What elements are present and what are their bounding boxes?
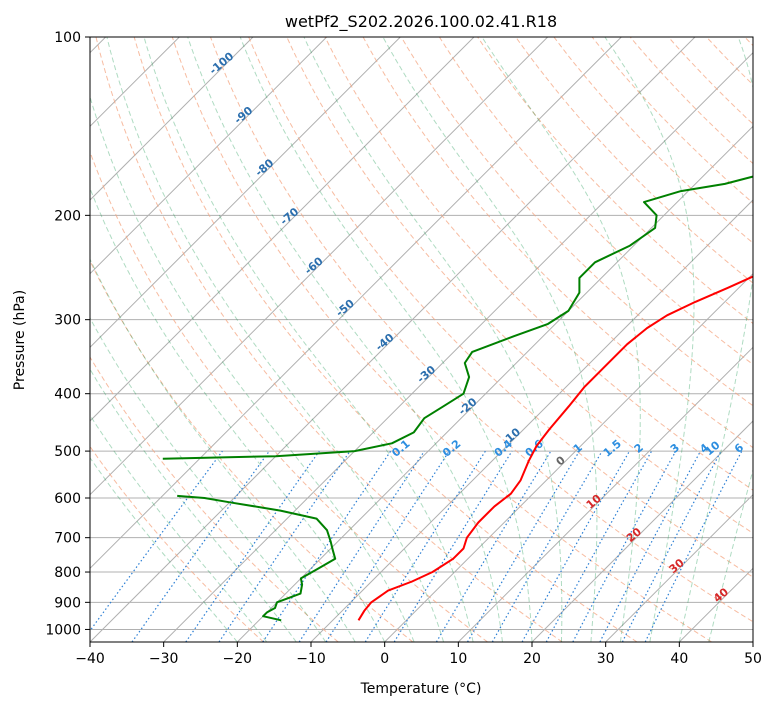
dry-adiabat-line: [591, 37, 753, 204]
moist-adiabat-line: [90, 316, 327, 642]
isotherm-line: [236, 125, 753, 642]
dry-adiabat-line: [553, 37, 753, 244]
mixing-ratio-line: [325, 450, 450, 642]
dry-adiabat-line: [210, 37, 753, 623]
mixing-ratio-line: [298, 450, 425, 642]
dry-adiabat-line: [438, 37, 753, 365]
plot-frame: [89, 36, 754, 643]
isotherm-line: [90, 37, 696, 642]
y-tick-label: 700: [54, 531, 81, 547]
moist-adiabat-line: [239, 37, 533, 642]
mixing-ratio-line: [545, 450, 653, 642]
isotherm-line: [90, 37, 401, 349]
dewpoint-profile-line: [162, 175, 753, 460]
x-tick-label: 20: [523, 651, 541, 667]
y-tick-label: 800: [54, 565, 81, 581]
background-lines: [90, 37, 753, 642]
moist-adiabat-line: [90, 257, 356, 642]
x-tick-label: 30: [597, 651, 615, 667]
mixing-ratio-line: [262, 450, 392, 642]
dry-adiabat-line: [477, 37, 753, 325]
moist-adiabat-line: [143, 37, 474, 642]
plot-background: [90, 37, 753, 642]
x-tick-label: −10: [296, 651, 326, 667]
temperature-profile-line: [357, 275, 753, 621]
x-tick-label: 50: [744, 651, 762, 667]
y-tick-label: 200: [54, 208, 81, 224]
x-tick-label: 40: [670, 651, 688, 667]
isotherm-line: [457, 346, 753, 642]
y-tick-label: 900: [54, 595, 81, 611]
moist-adiabat-line: [90, 187, 386, 642]
moist-adiabat-line: [303, 37, 563, 642]
y-tick-label: 100: [54, 30, 81, 46]
moist-adiabat-line: [90, 456, 238, 642]
dry-adiabat-line: [400, 37, 753, 407]
mixing-ratio-line: [521, 450, 631, 642]
moist-adiabat-line: [106, 37, 445, 642]
isotherm-line: [163, 51, 753, 642]
y-tick-label: 1000: [45, 622, 81, 638]
isotherm-line: [90, 37, 622, 570]
dry-adiabat-line: [362, 37, 753, 449]
moist-adiabat-line: [90, 368, 297, 642]
dry-adiabat-line: [90, 150, 488, 642]
x-axis-ticks: −40 −30 −20 −10 0 10 20 30 40 50: [75, 642, 762, 667]
mixing-ratio-label: 8: [756, 441, 770, 456]
isotherm-line: [752, 641, 753, 642]
axes-frame: [89, 36, 754, 643]
dry-adiabat-line: [248, 37, 753, 578]
dry-adiabat-line: [90, 259, 414, 642]
x-axis-label: Temperature (°C): [360, 681, 482, 697]
moist-adiabat-line: [708, 468, 753, 642]
dewpoint-profile-line: [177, 494, 337, 622]
isotherm-line: [90, 37, 328, 275]
plot-area: [90, 37, 753, 642]
moist-adiabat-line: [604, 37, 695, 642]
isotherm-line: [90, 37, 549, 496]
x-tick-label: −40: [75, 651, 105, 667]
dry-adiabat-line: [324, 37, 753, 491]
x-tick-label: −30: [149, 651, 179, 667]
moist-adiabat-line: [90, 414, 268, 642]
x-tick-label: −20: [223, 651, 253, 667]
dry-adiabat-line: [133, 37, 638, 642]
mixing-ratio-line: [90, 450, 223, 632]
x-tick-label: 0: [380, 651, 389, 667]
mixing-ratio-line: [572, 450, 677, 642]
moist-adiabat-line: [187, 37, 503, 642]
y-tick-label: 400: [54, 387, 81, 403]
mixing-ratio-line: [218, 450, 351, 642]
isotherm-line: [90, 37, 254, 201]
chart-title: wetPf2_S202.2026.100.02.41.R18: [285, 12, 557, 32]
isotherm-line: [90, 37, 475, 422]
y-axis-label: Pressure (hPa): [12, 290, 28, 390]
isotherm-line: [384, 272, 753, 642]
profile-series: [162, 175, 753, 622]
mixing-ratio-line: [185, 450, 320, 642]
isotherm-line: [605, 493, 753, 642]
y-axis-ticks: 100 200 300 400 500 600 700 800 900 1000: [45, 30, 90, 638]
y-tick-label: 600: [54, 491, 81, 507]
dry-adiabat-line: [95, 37, 563, 642]
mixing-ratio-line: [644, 450, 743, 642]
y-tick-label: 300: [54, 313, 81, 329]
isotherm-line: [531, 420, 753, 642]
dry-adiabat-line: [90, 356, 339, 642]
moist-adiabat-line: [382, 37, 598, 642]
moist-adiabat-line: [90, 95, 415, 642]
mixing-ratio-line: [131, 450, 270, 642]
dry-adiabat-line: [171, 37, 712, 642]
dry-adiabat-line: [286, 37, 753, 534]
moist-adiabat-line: [481, 37, 641, 642]
x-tick-label: 10: [449, 651, 467, 667]
mixing-ratio-line: [393, 450, 513, 642]
y-tick-label: 500: [54, 444, 81, 460]
